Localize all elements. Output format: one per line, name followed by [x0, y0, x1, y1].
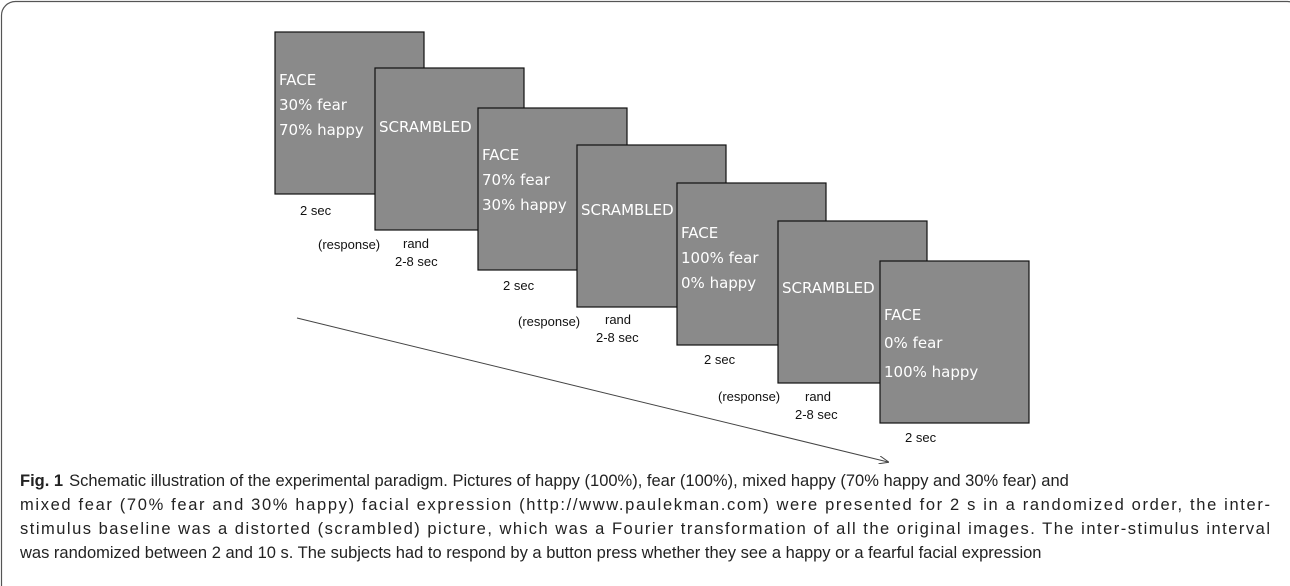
slide-text: FACE — [482, 146, 519, 164]
timing-label: (response) — [718, 389, 780, 404]
timing-label: rand — [605, 312, 631, 327]
slide-text: 70% happy — [279, 121, 364, 139]
slide-text: 0% fear — [884, 334, 943, 352]
caption-line: was randomized between 2 and 10 s. The s… — [19, 544, 1042, 562]
timing-label: (response) — [318, 237, 380, 252]
slide-text: FACE — [279, 71, 316, 89]
slide-text: 0% happy — [681, 274, 756, 292]
timing-label: 2 sec — [704, 352, 736, 367]
caption-line: Fig. 1 Schematic illustration of the expe… — [20, 472, 1069, 490]
caption-line: stimulus baseline was a distorted (scram… — [20, 520, 1270, 538]
timing-label: 2 sec — [300, 203, 332, 218]
caption-text: Schematic illustration of the experiment… — [69, 472, 1069, 490]
slide — [879, 260, 1030, 424]
caption: Fig. 1 Schematic illustration of the expe… — [19, 472, 1270, 562]
timing-label: 2-8 sec — [395, 254, 438, 269]
slide-text: SCRAMBLED — [581, 201, 674, 219]
caption-label: Fig. 1 — [20, 472, 63, 490]
timing-labels: 2 sec (response) rand 2-8 sec 2 sec (response… — [300, 203, 937, 445]
slide-text: 30% fear — [279, 96, 348, 114]
slide-text: 100% fear — [681, 249, 759, 267]
slide-text: 100% happy — [884, 363, 978, 381]
timing-label: rand — [403, 236, 429, 251]
timing-label: 2-8 sec — [596, 330, 639, 345]
timing-label: rand — [805, 389, 831, 404]
slide-text: FACE — [681, 224, 718, 242]
slides: FACE 30% fear 70% happy SCRAMBLED FACE 70% fe… — [274, 31, 1030, 424]
slide-text: 30% happy — [482, 196, 567, 214]
timing-label: (response) — [518, 314, 580, 329]
slide-text: FACE — [884, 306, 921, 324]
slide-text: SCRAMBLED — [379, 118, 472, 136]
timing-label: 2 sec — [503, 278, 535, 293]
timing-label: 2-8 sec — [795, 407, 838, 422]
time-arrow — [296, 317, 888, 462]
caption-line: mixed fear (70% fear and 30% happy) faci… — [20, 496, 1270, 514]
slide-text: 70% fear — [482, 171, 551, 189]
timing-label: 2 sec — [905, 430, 937, 445]
slide-text: SCRAMBLED — [782, 279, 875, 297]
